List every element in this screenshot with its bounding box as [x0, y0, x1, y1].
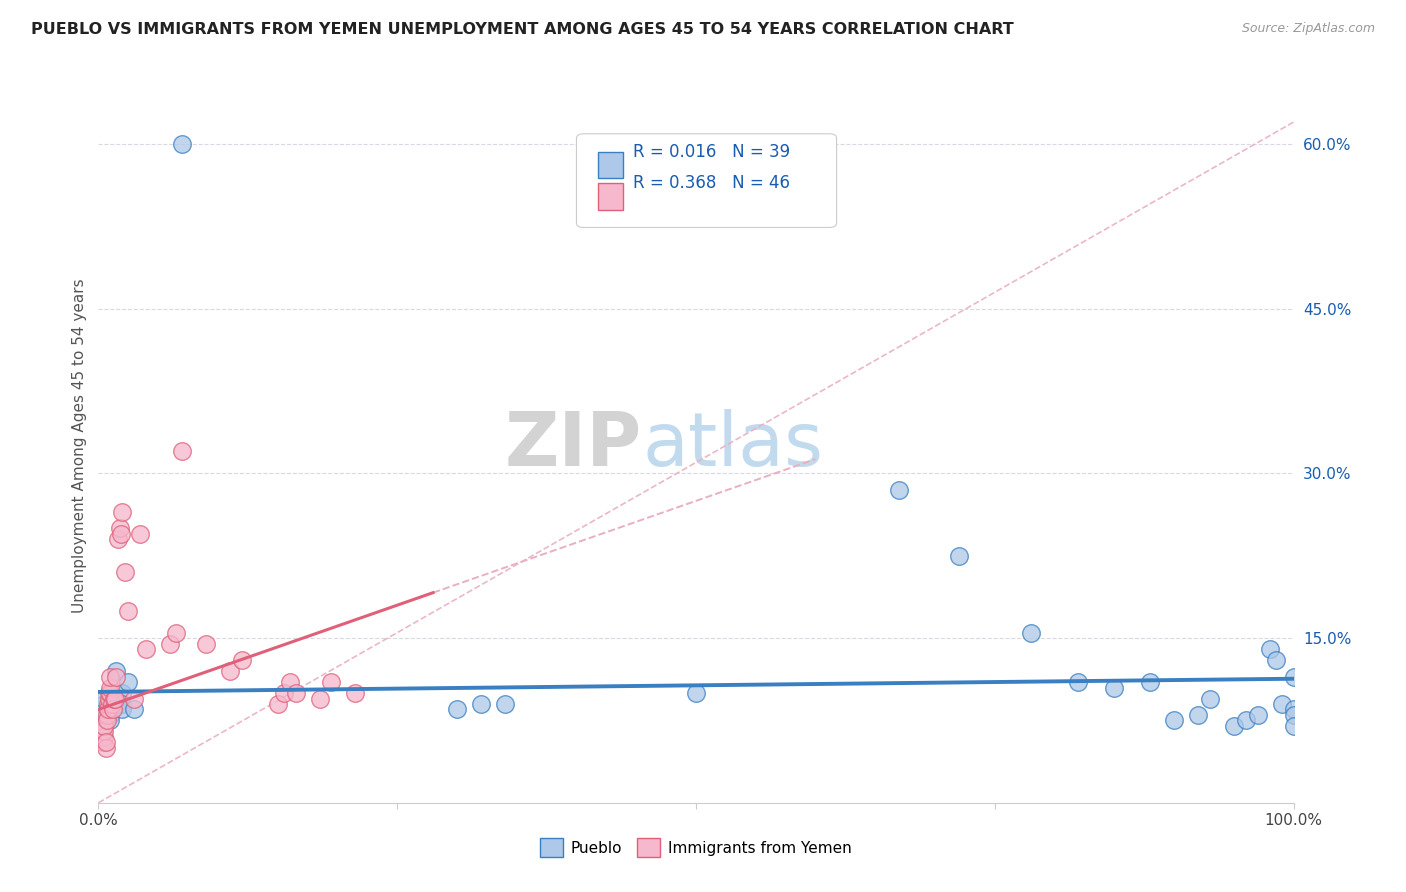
Point	[219, 664, 242, 678]
Point	[93, 708, 115, 723]
Point	[172, 137, 194, 152]
Point	[1199, 691, 1222, 706]
Point	[98, 686, 122, 700]
Point	[159, 637, 181, 651]
Point	[91, 724, 114, 739]
Point	[1282, 708, 1305, 723]
Point	[111, 697, 134, 711]
Point	[1282, 719, 1305, 733]
Point	[344, 686, 367, 700]
Point	[105, 697, 128, 711]
Point	[101, 702, 124, 716]
Point	[93, 697, 115, 711]
Point	[98, 702, 122, 716]
Text: PUEBLO VS IMMIGRANTS FROM YEMEN UNEMPLOYMENT AMONG AGES 45 TO 54 YEARS CORRELATI: PUEBLO VS IMMIGRANTS FROM YEMEN UNEMPLOY…	[31, 22, 1014, 37]
Point	[124, 691, 146, 706]
Point	[129, 526, 152, 541]
Text: ZIP: ZIP	[505, 409, 643, 483]
Point	[117, 604, 139, 618]
Point	[105, 664, 128, 678]
Point	[889, 483, 911, 497]
Point	[948, 549, 970, 563]
Point	[97, 697, 120, 711]
Point	[1104, 681, 1126, 695]
Point	[94, 740, 117, 755]
Point	[1139, 675, 1161, 690]
Point	[111, 702, 134, 716]
Point	[308, 691, 330, 706]
Point	[98, 697, 122, 711]
Point	[111, 505, 134, 519]
Point	[135, 642, 157, 657]
Text: Source: ZipAtlas.com: Source: ZipAtlas.com	[1241, 22, 1375, 36]
Point	[1234, 714, 1257, 728]
Point	[98, 691, 121, 706]
Point	[94, 735, 117, 749]
Point	[107, 533, 129, 547]
Point	[124, 702, 146, 716]
Point	[93, 691, 115, 706]
Point	[114, 566, 136, 580]
Point	[97, 702, 120, 716]
Point	[91, 735, 114, 749]
Point	[1282, 669, 1305, 683]
Point	[104, 691, 127, 706]
Point	[93, 724, 115, 739]
Point	[117, 675, 139, 690]
Point	[494, 697, 516, 711]
Point	[98, 686, 122, 700]
Point	[267, 697, 290, 711]
Text: R = 0.368   N = 46: R = 0.368 N = 46	[633, 174, 790, 192]
Point	[284, 686, 307, 700]
Point	[1163, 714, 1185, 728]
Point	[105, 669, 128, 683]
Point	[321, 675, 343, 690]
Point	[96, 708, 118, 723]
Point	[278, 675, 301, 690]
Point	[195, 637, 218, 651]
Y-axis label: Unemployment Among Ages 45 to 54 years: Unemployment Among Ages 45 to 54 years	[72, 278, 87, 614]
Point	[1282, 702, 1305, 716]
Point	[172, 444, 194, 458]
Point	[1223, 719, 1246, 733]
Point	[470, 697, 492, 711]
Point	[1258, 642, 1281, 657]
Point	[108, 521, 131, 535]
Point	[90, 730, 112, 744]
Point	[93, 719, 115, 733]
Point	[231, 653, 253, 667]
Point	[1067, 675, 1090, 690]
Point	[91, 719, 114, 733]
Point	[100, 697, 122, 711]
Point	[1247, 708, 1270, 723]
Point	[1019, 625, 1042, 640]
Point	[98, 681, 122, 695]
Point	[446, 702, 468, 716]
Point	[96, 714, 118, 728]
Point	[98, 714, 122, 728]
Point	[110, 526, 132, 541]
Point	[98, 669, 122, 683]
Point	[98, 708, 122, 723]
Point	[1271, 697, 1294, 711]
Legend: Pueblo, Immigrants from Yemen: Pueblo, Immigrants from Yemen	[534, 832, 858, 863]
Point	[93, 730, 115, 744]
Point	[91, 730, 114, 744]
Text: atlas: atlas	[643, 409, 823, 483]
Point	[98, 686, 121, 700]
Point	[103, 691, 125, 706]
Point	[1187, 708, 1209, 723]
Point	[111, 686, 134, 700]
Point	[165, 625, 187, 640]
Text: R = 0.016   N = 39: R = 0.016 N = 39	[633, 143, 790, 161]
Point	[685, 686, 707, 700]
Point	[1264, 653, 1286, 667]
Point	[273, 686, 295, 700]
